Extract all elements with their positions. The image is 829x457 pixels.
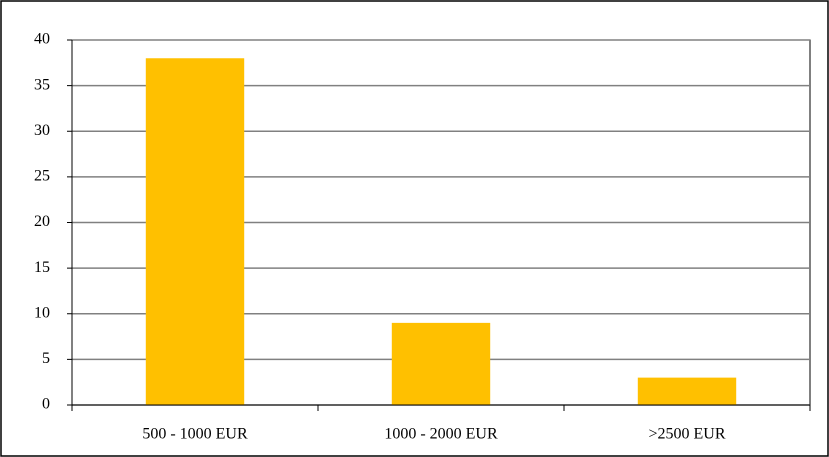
x-tick-label: 1000 - 2000 EUR — [384, 426, 498, 443]
bar — [391, 322, 491, 405]
y-tick-label: 0 — [42, 396, 50, 413]
bar — [637, 377, 737, 405]
y-tick-label: 30 — [34, 122, 50, 139]
y-tick-label: 20 — [34, 213, 50, 230]
bar — [145, 58, 245, 405]
y-tick-label: 15 — [34, 259, 50, 276]
y-tick-label: 35 — [34, 76, 50, 93]
x-tick-label: 500 - 1000 EUR — [142, 426, 248, 443]
x-tick-label: >2500 EUR — [648, 426, 725, 443]
y-tick-label: 5 — [42, 350, 50, 367]
y-tick-label: 25 — [34, 168, 50, 185]
y-tick-label: 40 — [34, 31, 50, 48]
y-tick-label: 10 — [34, 304, 50, 321]
